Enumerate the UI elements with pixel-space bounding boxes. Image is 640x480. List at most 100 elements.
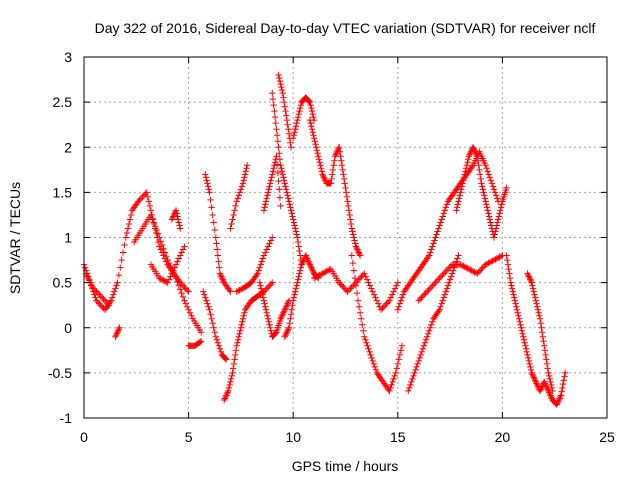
data-point [531, 377, 539, 384]
data-point [366, 348, 373, 356]
data-point [345, 286, 353, 294]
data-point [295, 273, 302, 280]
data-point [281, 333, 289, 340]
data-point [461, 171, 468, 178]
data-point [398, 342, 406, 349]
data-point [257, 261, 264, 268]
data-point [273, 126, 280, 133]
data-point [233, 198, 240, 205]
data-point [448, 270, 456, 277]
data-point [421, 339, 429, 346]
data-point [432, 234, 439, 241]
data-point [422, 336, 430, 343]
data-point [420, 342, 428, 349]
data-point [447, 273, 455, 280]
data-point [363, 339, 370, 346]
data-point [230, 360, 238, 368]
data-point [557, 393, 564, 401]
data-point [428, 283, 435, 291]
data-point [114, 327, 122, 334]
data-point [509, 288, 517, 295]
data-point [453, 207, 460, 214]
data-point [286, 320, 293, 327]
data-point [476, 267, 484, 274]
data-point [534, 306, 542, 313]
data-point [307, 262, 314, 270]
data-point [442, 204, 450, 211]
data-point [282, 107, 289, 115]
data-point [316, 159, 323, 166]
data-point [241, 309, 248, 316]
data-point [443, 201, 451, 208]
data-point [280, 174, 287, 181]
data-point [525, 357, 533, 365]
y-tick-label: 2 [64, 139, 72, 155]
data-point [361, 333, 368, 340]
data-point [284, 121, 291, 128]
data-point [515, 312, 522, 319]
data-point [261, 300, 268, 307]
data-point [285, 198, 293, 205]
data-point [343, 193, 351, 201]
data-point [469, 268, 477, 275]
data-point [292, 126, 299, 133]
data-point [308, 264, 315, 271]
data-point [429, 243, 436, 250]
data-point [284, 327, 291, 334]
data-point [443, 267, 450, 274]
data-point [493, 195, 501, 202]
data-point [122, 234, 130, 241]
data-point [290, 297, 297, 304]
data-point [482, 162, 489, 169]
data-point [182, 300, 190, 307]
data-point [466, 151, 473, 158]
data-point [335, 145, 342, 152]
data-point [161, 249, 169, 256]
data-point [535, 309, 542, 316]
data-point [323, 268, 330, 275]
data-point [218, 274, 226, 282]
data-point [211, 329, 218, 336]
data-point [478, 265, 485, 273]
data-point [432, 279, 439, 286]
x-tick-label: 10 [285, 429, 301, 445]
data-point [283, 330, 290, 337]
data-point [147, 211, 155, 219]
data-point [222, 393, 229, 401]
data-point [479, 186, 487, 193]
data-point [266, 321, 273, 328]
data-point [368, 285, 375, 292]
data-point [279, 311, 286, 318]
data-point [285, 130, 293, 137]
data-point [362, 336, 369, 343]
data-point [167, 262, 174, 270]
data-point [294, 279, 301, 286]
x-tick-label: 15 [390, 429, 406, 445]
data-point [114, 329, 121, 336]
data-point [520, 333, 527, 340]
data-point [285, 126, 292, 133]
data-point [332, 151, 339, 158]
series-trace-d [131, 211, 205, 336]
data-point [293, 231, 300, 238]
data-point [536, 315, 544, 322]
data-point [98, 294, 106, 301]
data-point [268, 174, 275, 181]
data-point [306, 116, 314, 124]
data-point [479, 264, 487, 271]
data-point [269, 171, 276, 178]
series-trace-p [275, 71, 295, 151]
data-point [474, 157, 482, 164]
data-point [393, 282, 400, 289]
data-point [146, 202, 154, 210]
data-point [439, 271, 446, 279]
data-point [527, 363, 534, 371]
series-trace-i [200, 288, 230, 363]
data-point [495, 216, 502, 223]
data-point [163, 253, 170, 260]
data-point [201, 291, 208, 298]
data-point [136, 196, 143, 204]
data-point [544, 386, 551, 393]
data-point [278, 168, 286, 175]
data-point [437, 273, 445, 280]
